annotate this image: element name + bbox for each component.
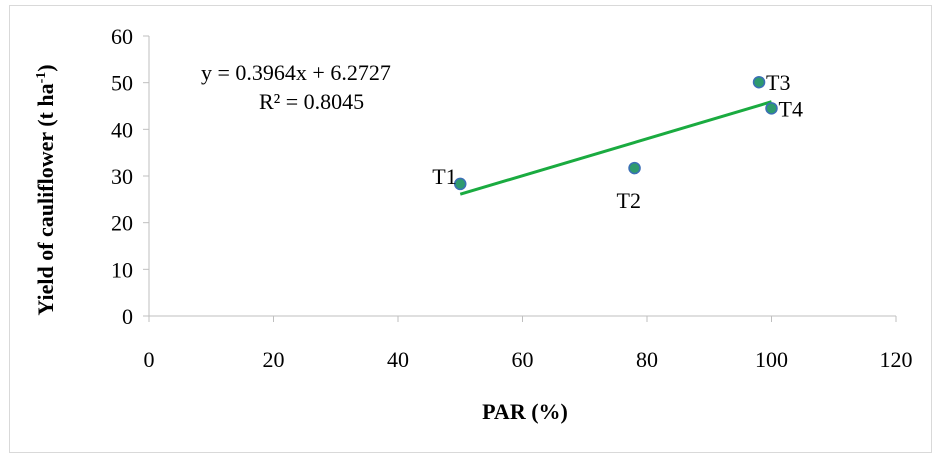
point-label-t2: T2	[617, 188, 641, 213]
data-point-t2	[628, 161, 641, 175]
y-tick-label: 40	[111, 117, 133, 142]
x-tick-label: 40	[387, 347, 409, 372]
x-tick-label: 0	[144, 347, 155, 372]
tick-labels: 0 10 20 30 40 50 60 0 20 40 60 80 100 120	[111, 24, 913, 372]
y-axis-title: Yield of cauliflower (t ha-1)	[33, 64, 58, 315]
y-tick-label: 20	[111, 211, 133, 236]
y-axis-title-sup: -1	[34, 72, 49, 84]
r-squared-label: R² = 0.8045	[259, 89, 364, 114]
point-label-t4: T4	[779, 96, 803, 121]
y-tick-label: 50	[111, 71, 133, 96]
x-tick-label: 80	[636, 347, 658, 372]
data-points	[454, 75, 778, 191]
y-axis-title-close: )	[33, 64, 58, 71]
axes	[143, 35, 897, 322]
point-label-t3: T3	[766, 70, 790, 95]
chart-frame	[9, 5, 932, 453]
x-axis-title: PAR (%)	[482, 399, 568, 424]
x-tick-label: 60	[512, 347, 534, 372]
data-point-t3	[752, 75, 766, 89]
x-tick-label: 100	[755, 347, 788, 372]
y-tick-label: 0	[122, 304, 133, 329]
x-tick-label: 120	[880, 347, 913, 372]
x-tick-label: 20	[263, 347, 285, 372]
y-tick-label: 10	[111, 257, 133, 282]
trendline-group	[459, 100, 772, 196]
data-point-t1	[454, 177, 467, 191]
y-tick-label: 30	[111, 164, 133, 189]
trendline-equation: y = 0.3964x + 6.2727	[201, 60, 391, 85]
data-point-t4	[765, 102, 778, 115]
y-axis-title-main: Yield of cauliflower (t ha	[33, 83, 58, 315]
y-tick-label: 60	[111, 24, 133, 49]
point-label-t1: T1	[432, 164, 456, 189]
trendline	[459, 100, 772, 196]
